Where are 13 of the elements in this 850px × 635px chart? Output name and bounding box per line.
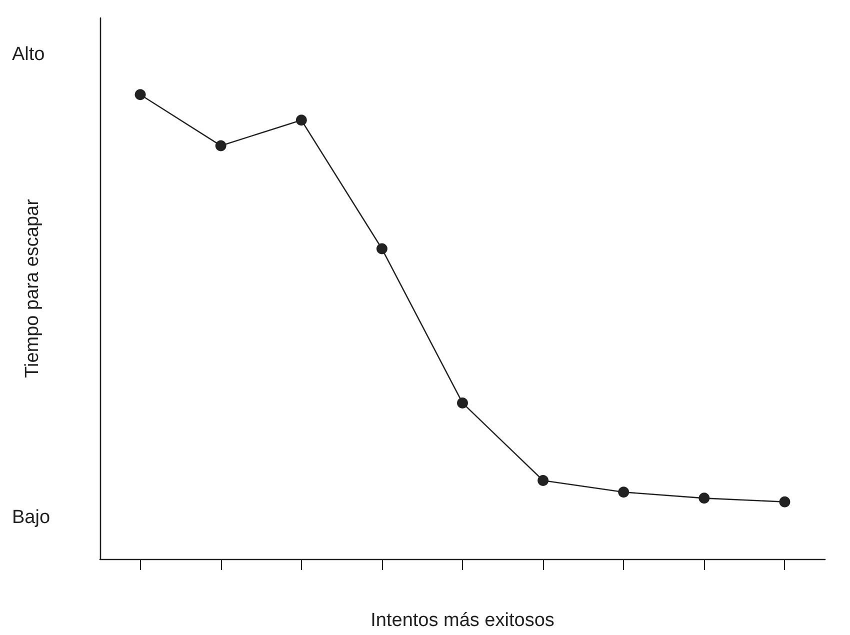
text: Bajo [12,507,50,528]
point [215,140,226,152]
y-axis-title: Tiempo para escapar [22,198,43,378]
point [538,475,549,486]
point [376,243,388,254]
point [618,486,630,498]
point [779,496,790,508]
point [457,397,468,408]
point [296,114,307,126]
text: Alto [12,44,45,65]
point [134,89,146,100]
x-axis-title: Intentos más exitosos [370,610,554,631]
point [698,492,710,504]
